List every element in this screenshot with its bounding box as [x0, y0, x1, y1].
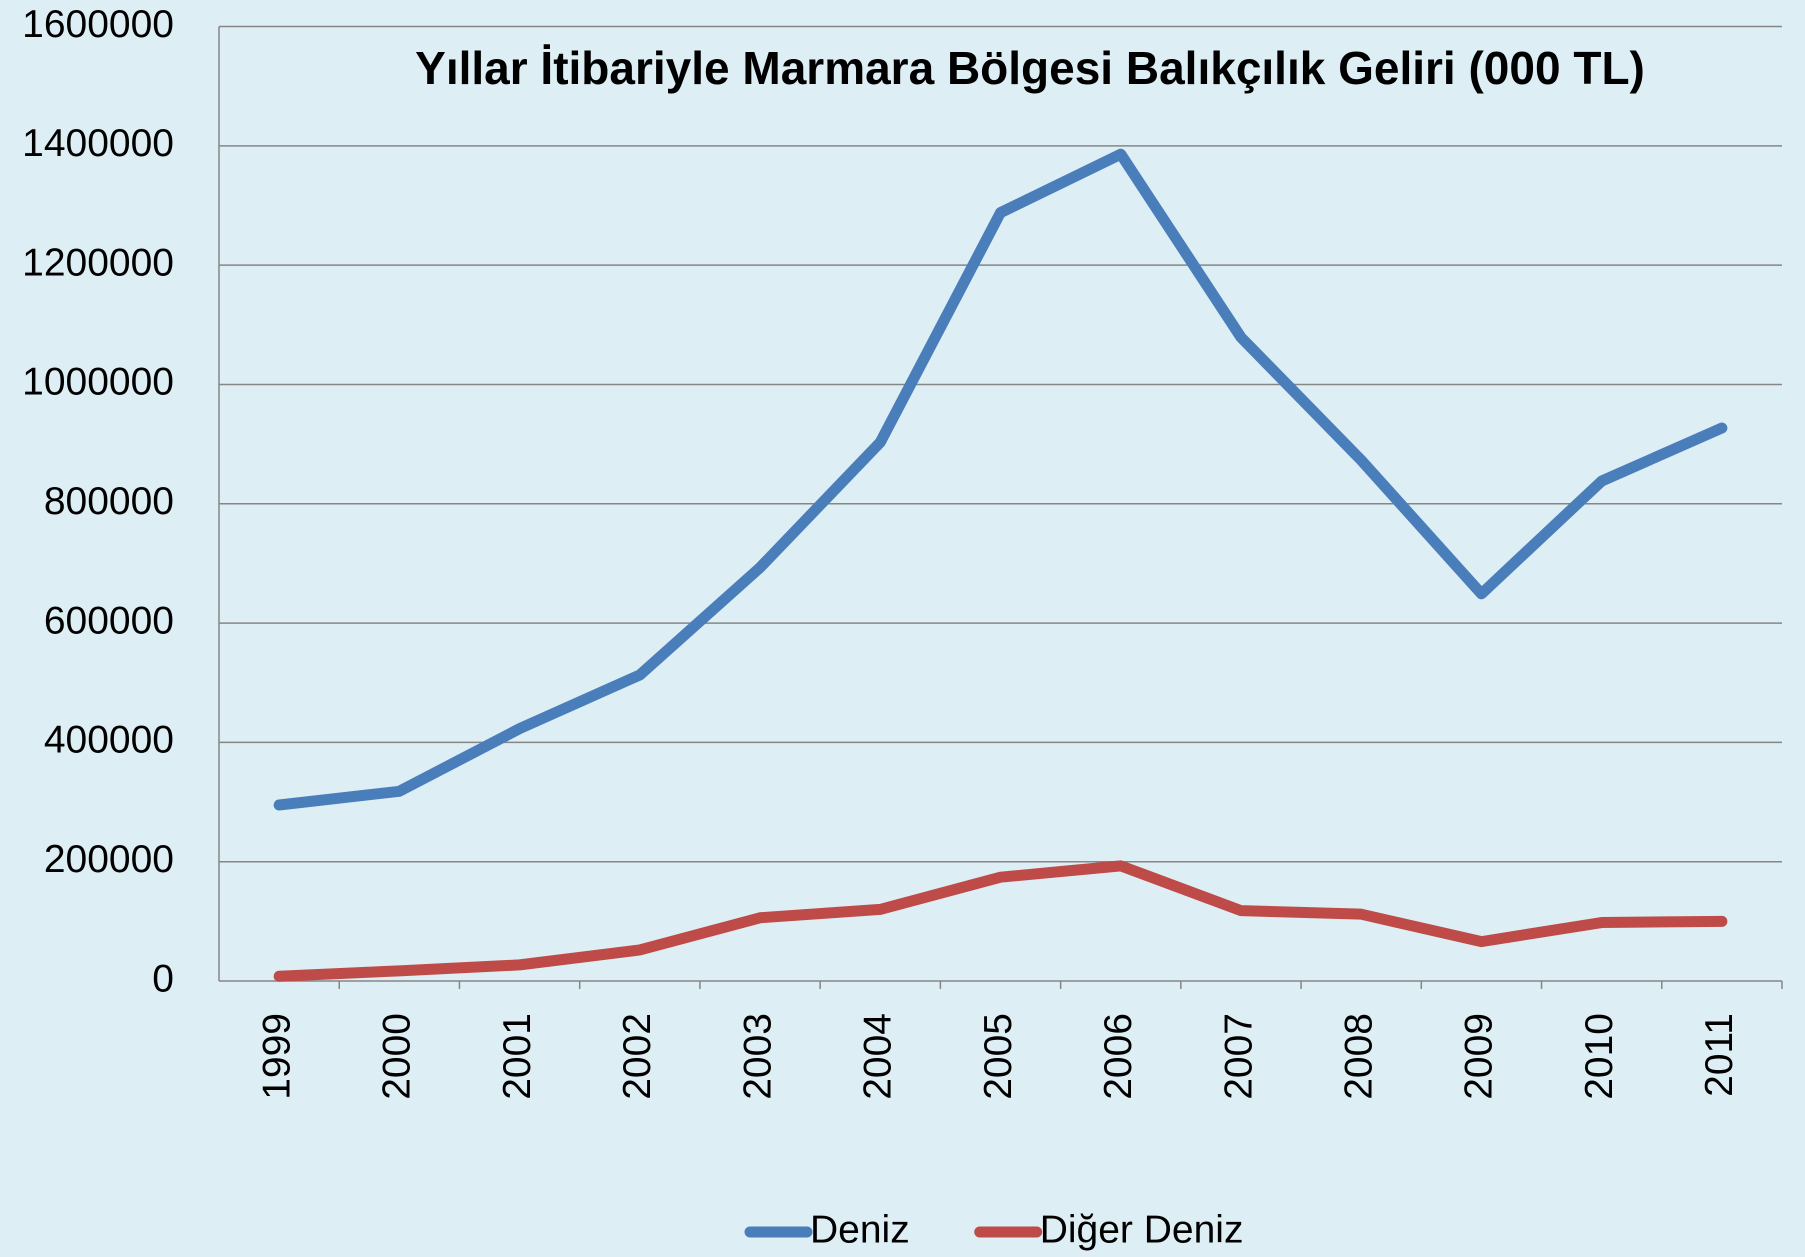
data-line [273, 148, 1728, 811]
x-tick-label: 2009 [1458, 1013, 1501, 1100]
y-tick-label: 1000000 [22, 361, 174, 404]
y-tick-label: 400000 [44, 719, 174, 762]
x-tick-label: 2007 [1217, 1013, 1260, 1100]
x-tick-label: 2008 [1337, 1013, 1380, 1100]
y-tick-label: 1400000 [22, 122, 174, 165]
x-tick-label: 2001 [496, 1013, 539, 1100]
chart-title: Yıllar İtibariyle Marmara Bölgesi Balıkç… [415, 42, 1645, 94]
x-tick-label: 2005 [977, 1013, 1020, 1100]
x-tick-label: 2003 [736, 1013, 779, 1100]
y-tick-label: 800000 [44, 480, 174, 523]
y-tick-label: 200000 [44, 838, 174, 881]
x-tick-label: 2006 [1097, 1013, 1140, 1100]
x-tick-label: 2000 [376, 1013, 419, 1100]
legend-label: Deniz [810, 1208, 910, 1251]
y-tick-label: 600000 [44, 599, 174, 642]
legend-label: Diğer Deniz [1040, 1208, 1244, 1251]
x-tick-label: 1999 [255, 1013, 298, 1100]
x-tick-label: 2004 [857, 1013, 900, 1100]
data-line [273, 860, 1728, 982]
x-tick-label: 2011 [1698, 1013, 1741, 1097]
y-tick-label: 1200000 [22, 241, 174, 284]
x-tick-label: 2002 [616, 1013, 659, 1100]
x-tick-label: 2010 [1578, 1013, 1621, 1100]
y-tick-label: 1600000 [22, 3, 174, 46]
y-tick-label: 0 [152, 957, 174, 1000]
